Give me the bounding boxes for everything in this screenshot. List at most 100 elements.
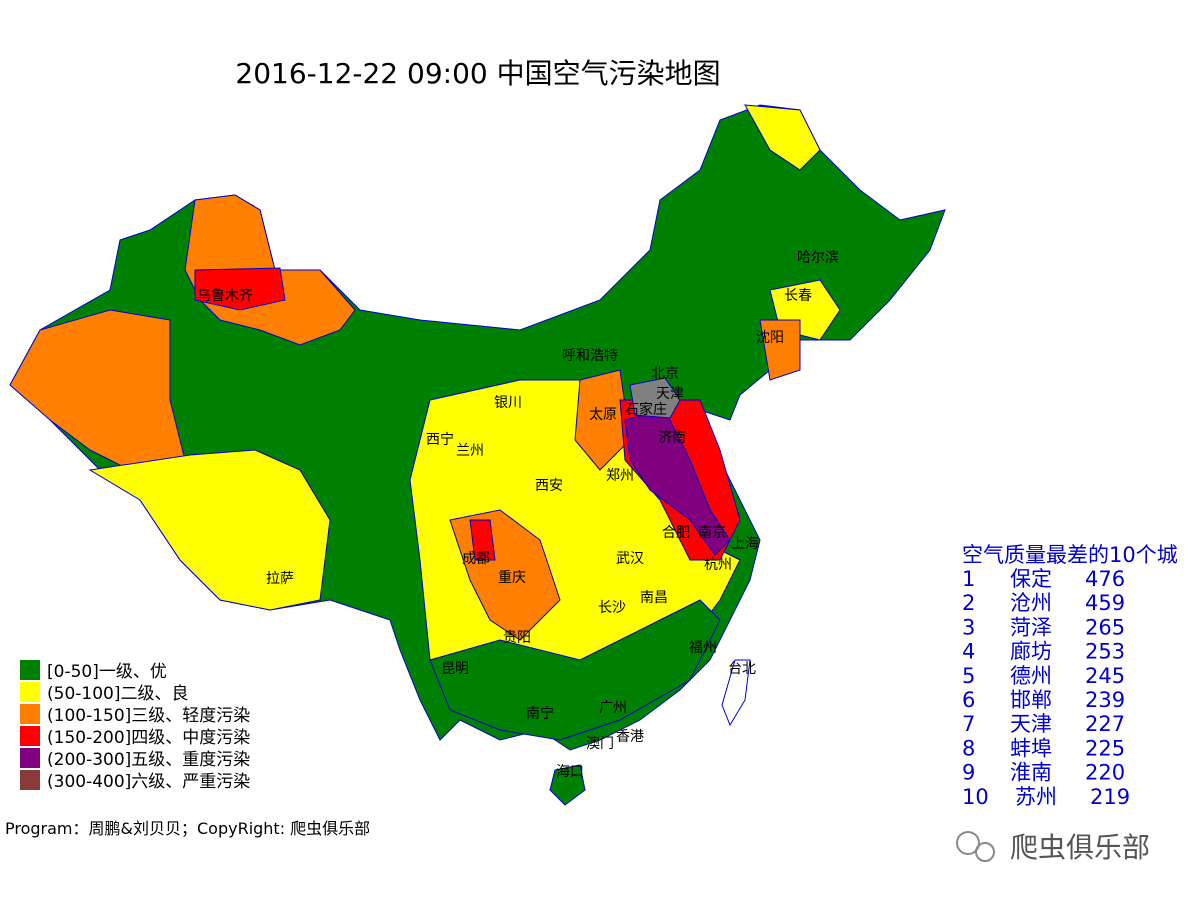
region-xinjiang-south — [9, 309, 186, 471]
rank-aqi: 219 — [1090, 785, 1130, 809]
region-chengdu — [469, 519, 496, 561]
region-liaoning — [759, 319, 801, 381]
city-label: 沈阳 — [756, 330, 784, 346]
legend-label: (200-300]五级、重度污染 — [47, 750, 250, 770]
legend-label: [0-50]一级、优 — [47, 662, 167, 682]
rank-number: 8 — [962, 736, 975, 760]
legend-label: (150-200]四级、中度污染 — [47, 728, 250, 748]
rank-number: 2 — [962, 591, 975, 615]
city-label: 上海 — [731, 536, 759, 552]
city-label: 贵阳 — [503, 630, 531, 646]
city-label: 济南 — [658, 430, 686, 446]
rank-city: 苏州 — [1015, 785, 1057, 809]
rank-city: 沧州 — [1010, 591, 1052, 615]
rank-aqi: 239 — [1085, 688, 1125, 712]
city-label: 成都 — [462, 551, 490, 567]
rank-city: 德州 — [1010, 664, 1052, 688]
region-urumqi — [194, 267, 286, 311]
city-label: 南昌 — [640, 590, 668, 606]
city-label: 兰州 — [456, 443, 484, 459]
footer: Program：周鹏&刘贝贝；CopyRight: 爬虫俱乐部 — [5, 819, 370, 838]
rank-city: 菏泽 — [1010, 615, 1052, 639]
legend-label: (300-400]六级、严重污染 — [47, 772, 250, 792]
region-tibet — [88, 449, 331, 611]
city-label: 香港 — [616, 729, 644, 745]
legend: [0-50]一级、优(50-100]二级、良(100-150]三级、轻度污染(1… — [20, 660, 250, 792]
ranking-title: 空气质量最差的10个城 — [962, 543, 1178, 567]
taiwan — [721, 659, 751, 727]
rank-city: 天津 — [1010, 712, 1052, 736]
city-label: 昆明 — [441, 661, 469, 677]
city-label: 台北 — [728, 661, 756, 677]
legend-swatch — [20, 726, 40, 746]
city-label: 长春 — [784, 288, 812, 304]
rank-city: 蚌埠 — [1010, 736, 1052, 760]
watermark-icon — [975, 842, 995, 862]
rank-city: 邯郸 — [1010, 688, 1052, 712]
watermark: 爬虫俱乐部 — [956, 831, 1150, 864]
city-label: 乌鲁木齐 — [197, 288, 253, 304]
legend-label: (100-150]三级、轻度污染 — [47, 706, 250, 726]
watermark-icon — [956, 831, 980, 855]
legend-swatch — [20, 748, 40, 768]
legend-swatch — [20, 770, 40, 790]
city-label: 太原 — [589, 407, 617, 423]
rank-city: 保定 — [1010, 567, 1052, 591]
region-beijing — [629, 377, 681, 419]
city-label: 广州 — [599, 700, 627, 716]
rank-aqi: 459 — [1085, 591, 1125, 615]
legend-label: (50-100]二级、良 — [47, 684, 188, 704]
rank-aqi: 245 — [1085, 664, 1125, 688]
region-south — [429, 599, 721, 741]
city-label: 银川 — [494, 395, 522, 411]
city-label: 海口 — [556, 764, 584, 780]
rank-city: 淮南 — [1010, 761, 1052, 785]
city-label: 重庆 — [498, 570, 526, 586]
rank-aqi: 265 — [1085, 615, 1125, 639]
city-label: 长沙 — [598, 600, 626, 616]
city-label: 杭州 — [704, 557, 732, 573]
rank-aqi: 253 — [1085, 640, 1125, 664]
rank-number: 3 — [962, 615, 975, 639]
rank-number: 9 — [962, 761, 975, 785]
region-heavy — [624, 409, 731, 556]
city-labels: 乌鲁木齐 哈尔滨 长春 沈阳 呼和浩特 北京 天津 石家庄 太原 银川 西宁 兰… — [197, 250, 839, 780]
rank-number: 7 — [962, 712, 975, 736]
region-shanxi — [574, 369, 631, 471]
rank-aqi: 220 — [1085, 761, 1125, 785]
city-label: 天津 — [656, 386, 684, 402]
city-label: 哈尔滨 — [797, 250, 839, 266]
rank-aqi: 227 — [1085, 712, 1125, 736]
city-label: 福州 — [689, 640, 717, 656]
city-label: 石家庄 — [625, 401, 667, 418]
rank-aqi: 225 — [1085, 736, 1125, 760]
ranking-table: 空气质量最差的10个城 1 保定 476 2 沧州 459 3 菏泽 265 4 廊坊 253 5 德州 2… — [962, 543, 1178, 809]
city-label: 西宁 — [426, 431, 454, 448]
city-label: 南京 — [698, 525, 726, 541]
rank-aqi: 476 — [1085, 567, 1125, 591]
watermark-text: 爬虫俱乐部 — [1010, 831, 1150, 864]
city-label: 武汉 — [616, 551, 644, 567]
legend-swatch — [20, 704, 40, 724]
title: 2016-12-22 09:00 中国空气污染地图 — [235, 57, 720, 90]
map-regions — [9, 104, 946, 806]
city-label: 南宁 — [526, 705, 554, 722]
rank-number: 6 — [962, 688, 975, 712]
rank-city: 廊坊 — [1010, 640, 1052, 664]
city-label: 西安 — [535, 478, 563, 494]
city-label: 北京 — [651, 366, 679, 382]
legend-swatch — [20, 682, 40, 702]
city-label: 合肥 — [662, 525, 690, 541]
rank-number: 5 — [962, 664, 975, 688]
hainan — [549, 764, 586, 806]
rank-number: 10 — [962, 785, 989, 809]
legend-swatch — [20, 660, 40, 680]
region-northeast — [744, 104, 821, 171]
city-label: 郑州 — [606, 468, 634, 484]
city-label: 呼和浩特 — [562, 348, 618, 364]
rank-number: 4 — [962, 640, 975, 664]
city-label: 澳门 — [586, 736, 614, 752]
city-label: 拉萨 — [266, 571, 294, 587]
rank-number: 1 — [962, 567, 975, 591]
